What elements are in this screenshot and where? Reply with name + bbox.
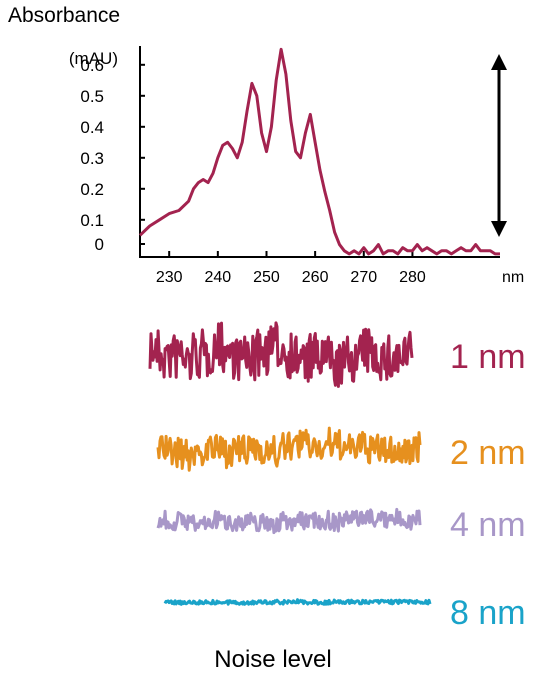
x-tick-label: 280 bbox=[399, 269, 426, 286]
noise-trace-3 bbox=[156, 507, 422, 535]
y-tick-label: 0.6 bbox=[80, 56, 104, 75]
absorbance-series-line bbox=[138, 47, 500, 256]
x-tick-label: 260 bbox=[302, 269, 329, 286]
noise-label-3: 4 nm bbox=[450, 506, 526, 544]
y-tick-label: 0.2 bbox=[80, 180, 104, 199]
noise-label-2: 2 nm bbox=[450, 434, 526, 472]
noise-label-4: 8 nm bbox=[450, 594, 526, 632]
noise-trace-1 bbox=[148, 321, 414, 388]
noise-trace-4 bbox=[163, 598, 432, 606]
y-tick-label: 0.5 bbox=[80, 87, 104, 106]
x-tick-label: 270 bbox=[350, 269, 377, 286]
x-tick-label: 250 bbox=[253, 269, 280, 286]
y-tick-label: 0.4 bbox=[80, 118, 104, 137]
y-axis-unit-label: (mAU) bbox=[69, 49, 118, 68]
noise-label-1: 1 nm bbox=[450, 338, 526, 376]
noise-level-chart: 1 nm 2 nm 4 nm 8 nm bbox=[148, 321, 526, 632]
x-tick-label: 230 bbox=[156, 269, 183, 286]
y-tick-label: 0.3 bbox=[80, 149, 104, 168]
y-tick-label: 0 bbox=[95, 235, 104, 254]
range-arrow bbox=[491, 54, 507, 237]
x-tick-label: 240 bbox=[204, 269, 231, 286]
chart-canvas: (mAU) nm 0 0.1 0.2 0.3 0.4 0.5 0.6 230 240 250 26… bbox=[69, 46, 526, 632]
absorbance-chart-title: Absorbance bbox=[8, 4, 121, 27]
noise-chart-title: Noise level bbox=[214, 646, 332, 673]
absorbance-spectrum-chart: (mAU) nm 0 0.1 0.2 0.3 0.4 0.5 0.6 230 240 250 26… bbox=[69, 46, 524, 286]
x-axis-unit-label: nm bbox=[502, 269, 524, 286]
y-tick-label: 0.1 bbox=[80, 211, 104, 230]
noise-trace-2 bbox=[156, 426, 422, 472]
